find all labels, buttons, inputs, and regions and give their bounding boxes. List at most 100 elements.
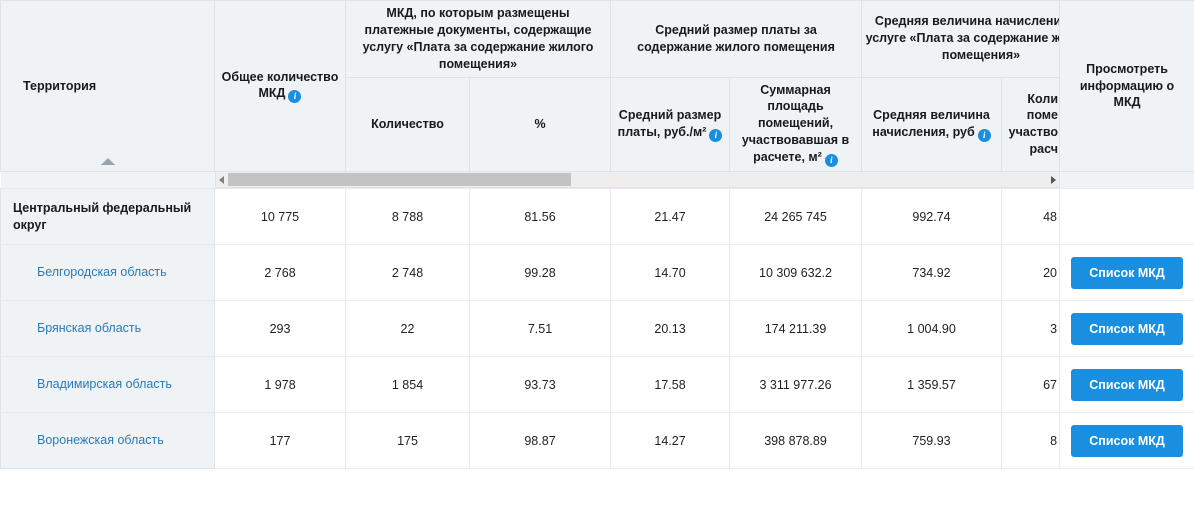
- row-avg-charge-cell: 1 359.57: [861, 356, 1003, 413]
- scrollbar-thumb[interactable]: [227, 172, 572, 186]
- row-avg-charge-cell: 1 004.90: [861, 300, 1003, 357]
- header-scrollbar-row: [0, 171, 1194, 189]
- row-percent-cell: 98.87: [468, 412, 612, 469]
- row-territory-cell: Белгородская область: [0, 244, 215, 301]
- row-action-cell: Список МКД: [1059, 412, 1194, 469]
- mkd-list-button[interactable]: Список МКД: [1071, 256, 1183, 289]
- row-total-area-cell: 398 878.89: [729, 412, 863, 469]
- info-icon[interactable]: i: [288, 90, 302, 104]
- row-quantity-cell: 175: [345, 412, 470, 469]
- row-avg-charge-cell: 759.93: [861, 412, 1003, 469]
- row-percent-cell: 99.28: [468, 244, 612, 301]
- row-action-cell: Список МКД: [1059, 244, 1194, 301]
- chevron-left-icon[interactable]: [216, 172, 228, 188]
- header-sub-quantity: Количество: [345, 76, 470, 172]
- table-row: Воронежская область 177 175 98.87 14.27 398 8…: [0, 412, 1194, 469]
- row-territory-cell: Воронежская область: [0, 412, 215, 469]
- row-total-mkd-cell: 293: [214, 300, 346, 357]
- header-sub-quantity-label: Количество: [371, 116, 444, 131]
- row-total-area-cell: 174 211.39: [729, 300, 863, 357]
- info-icon[interactable]: i: [977, 128, 991, 142]
- table-row: Владимирская область 1 978 1 854 93.73 17.58…: [0, 356, 1194, 413]
- region-link[interactable]: Брянская область: [37, 321, 142, 336]
- info-icon[interactable]: i: [824, 154, 838, 167]
- row-percent-cell: 93.73: [468, 356, 612, 413]
- row-rooms-count-cell: 20: [1001, 244, 1061, 301]
- header-group-avg-payment-label: Средний размер платы за содержание жилог…: [637, 22, 835, 54]
- scrollbar-spacer-right: [1059, 171, 1194, 189]
- row-rooms-count-cell: 48: [1001, 188, 1061, 245]
- row-territory-cell: Владимирская область: [0, 356, 215, 413]
- table-row: Центральный федеральный округ 10 775 8 788…: [0, 188, 1194, 245]
- header-sub-percent: %: [468, 76, 612, 172]
- mkd-list-button[interactable]: Список МКД: [1071, 424, 1183, 457]
- header-view-info-label: Просмотреть информацию о МКД: [1079, 61, 1175, 110]
- header-total-mkd-label: Общее количество МКД: [221, 69, 339, 101]
- row-total-mkd-cell: 10 775: [214, 188, 346, 245]
- header-total-mkd: Общее количество МКД i: [214, 0, 346, 172]
- row-quantity-cell: 8 788: [345, 188, 470, 245]
- header-row-sub: Количество % Средний размер платы, руб./…: [1, 76, 1194, 172]
- row-action-cell: Список МКД: [1059, 356, 1194, 413]
- row-quantity-cell: 2 748: [345, 244, 470, 301]
- row-avg-payment-cell: 14.27: [610, 412, 731, 469]
- region-link[interactable]: Белгородская область: [37, 265, 167, 280]
- row-total-area-cell: 10 309 632.2: [729, 244, 863, 301]
- row-rooms-count-cell: 8: [1001, 412, 1061, 469]
- header-sub-rooms-count-line3: участво: [1008, 125, 1059, 140]
- header-group-avg-charge-clip: Средняя величина начисления по услуге «П…: [863, 13, 1059, 64]
- row-rooms-count-cell: 67: [1001, 356, 1061, 413]
- table-row: Брянская область 293 22 7.51 20.13 174 211.39…: [0, 300, 1194, 357]
- row-avg-charge-cell: 992.74: [861, 188, 1003, 245]
- header-sub-rooms-count-line1: Коли: [1027, 91, 1059, 106]
- row-total-mkd-cell: 177: [214, 412, 346, 469]
- mkd-list-button[interactable]: Список МКД: [1071, 368, 1183, 401]
- row-total-mkd-cell: 2 768: [214, 244, 346, 301]
- row-total-mkd-cell: 1 978: [214, 356, 346, 413]
- header-sub-total-area: Суммарная площадь помещений, участвовавш…: [729, 76, 863, 172]
- row-action-cell: [1059, 188, 1194, 245]
- row-percent-cell: 81.56: [468, 188, 612, 245]
- header-sub-total-area-label: Суммарная площадь помещений, участвовавш…: [741, 82, 850, 165]
- row-total-area-cell: 3 311 977.26: [729, 356, 863, 413]
- table-row: Белгородская область 2 768 2 748 99.28 14.70…: [0, 244, 1194, 301]
- horizontal-scrollbar[interactable]: [214, 172, 1060, 189]
- header-sub-percent-label: %: [534, 116, 546, 131]
- header-sub-rooms-count-clip: Коли поме участво расч: [1003, 91, 1059, 159]
- row-avg-payment-cell: 20.13: [610, 300, 731, 357]
- region-link[interactable]: Воронежская область: [37, 433, 164, 448]
- info-icon[interactable]: i: [709, 128, 723, 142]
- header-sub-avg-payment: Средний размер платы, руб./м² i: [610, 76, 731, 172]
- horizontal-scrollbar-inner[interactable]: [214, 172, 1060, 188]
- header-group-avg-payment: Средний размер платы за содержание жилог…: [610, 0, 863, 78]
- chevron-right-icon[interactable]: [1047, 172, 1059, 188]
- group-name-label: Центральный федеральный округ: [13, 200, 192, 232]
- header-sub-avg-charge-label: Средняя величина начисления, руб: [872, 107, 990, 139]
- mkd-list-button[interactable]: Список МКД: [1071, 312, 1183, 345]
- header-group-mkd-docs: МКД, по которым размещены платежные доку…: [344, 0, 612, 78]
- header-view-info: Просмотреть информацию о МКД: [1059, 0, 1194, 172]
- mkd-statistics-table: Территория Общее количество МКД i МКД, по…: [0, 0, 1194, 469]
- scrollbar-track[interactable]: [227, 172, 1047, 188]
- row-rooms-count-cell: 3: [1001, 300, 1061, 357]
- row-avg-charge-cell: 734.92: [861, 244, 1003, 301]
- header-group-avg-charge-label: Средняя величина начисления по услуге «П…: [865, 14, 1059, 63]
- header-territory-label: Территория: [23, 78, 97, 93]
- row-territory-cell: Брянская область: [0, 300, 215, 357]
- header-sub-rooms-count-line4: расч: [1029, 142, 1059, 157]
- row-territory-cell: Центральный федеральный округ: [0, 188, 215, 245]
- region-link[interactable]: Владимирская область: [37, 377, 172, 392]
- row-avg-payment-cell: 14.70: [610, 244, 731, 301]
- header-territory[interactable]: Территория: [0, 0, 215, 172]
- header-sub-avg-payment-label: Средний размер платы, руб./м²: [617, 107, 722, 139]
- sort-ascending-icon[interactable]: [100, 158, 115, 165]
- header-sub-rooms-count-line2: поме: [1026, 108, 1059, 123]
- row-avg-payment-cell: 21.47: [610, 188, 731, 245]
- header-row-top: Территория Общее количество МКД i МКД, по…: [0, 0, 1194, 172]
- header-sub-avg-charge: Средняя величина начисления, руб i: [861, 76, 1003, 172]
- header-group-mkd-docs-label: МКД, по которым размещены платежные доку…: [362, 6, 594, 71]
- row-action-cell: Список МКД: [1059, 300, 1194, 357]
- scrollbar-spacer-left: [0, 171, 215, 189]
- row-total-area-cell: 24 265 745: [729, 188, 863, 245]
